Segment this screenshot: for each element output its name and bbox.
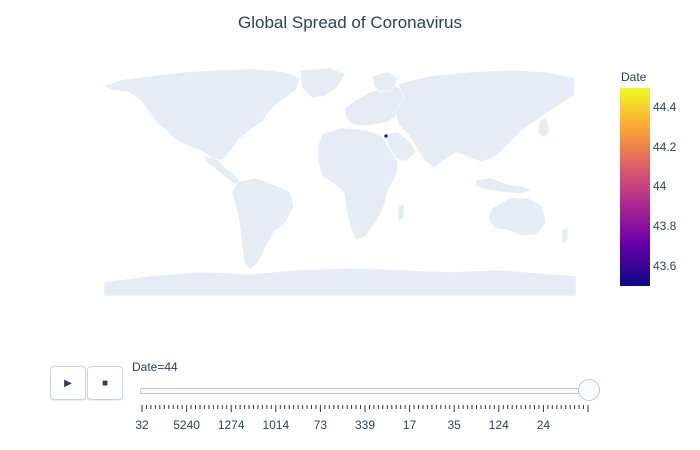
colorbar-title: Date xyxy=(621,70,647,84)
scandinavia-landmass xyxy=(371,71,399,93)
australia-landmass xyxy=(487,197,547,237)
colorbar-tick-label: 44.4 xyxy=(653,100,677,114)
slider-tick-label: 1274 xyxy=(217,418,245,432)
colorbar-gradient xyxy=(620,88,650,286)
antarctica-landmass xyxy=(103,267,577,297)
slider-tick-label: 17 xyxy=(402,418,417,432)
slider-tick-label: 32 xyxy=(135,418,149,432)
chart-title: Global Spread of Coronavirus xyxy=(238,13,462,32)
slider-tick-label: 339 xyxy=(354,418,376,432)
slider-tick-label: 1014 xyxy=(262,418,290,432)
north-america-landmass xyxy=(103,68,301,161)
stop-icon: ■ xyxy=(101,377,109,389)
play-icon: ▶ xyxy=(64,377,72,389)
asia-landmass xyxy=(395,69,576,169)
colorbar-tick-label: 43.8 xyxy=(653,219,677,233)
greenland-landmass xyxy=(299,67,346,99)
madagascar-landmass xyxy=(397,203,405,223)
slider-handle[interactable] xyxy=(578,379,600,401)
colorbar-tick-label: 43.6 xyxy=(653,259,677,273)
new-zealand-landmass xyxy=(561,227,569,245)
japan-landmass xyxy=(537,117,551,139)
arabia-landmass xyxy=(385,131,417,163)
stop-button[interactable]: ■ xyxy=(87,366,123,400)
slider-tick-label: 73 xyxy=(313,418,328,432)
africa-landmass xyxy=(317,127,399,241)
slider-current-value: Date=44 xyxy=(132,360,178,374)
slider-tick-label: 24 xyxy=(536,418,551,432)
indonesia-landmass xyxy=(475,177,533,195)
slider-tick-label: 124 xyxy=(488,418,509,432)
colorbar-tick-label: 44 xyxy=(653,179,667,193)
highlighted-country-marker xyxy=(384,134,388,138)
slider-tick-label: 35 xyxy=(447,418,461,432)
play-button[interactable]: ▶ xyxy=(50,366,86,400)
slider-tick-label: 5240 xyxy=(173,418,200,432)
colorbar-tick-label: 44.2 xyxy=(653,140,677,154)
south-america-landmass xyxy=(231,177,295,271)
